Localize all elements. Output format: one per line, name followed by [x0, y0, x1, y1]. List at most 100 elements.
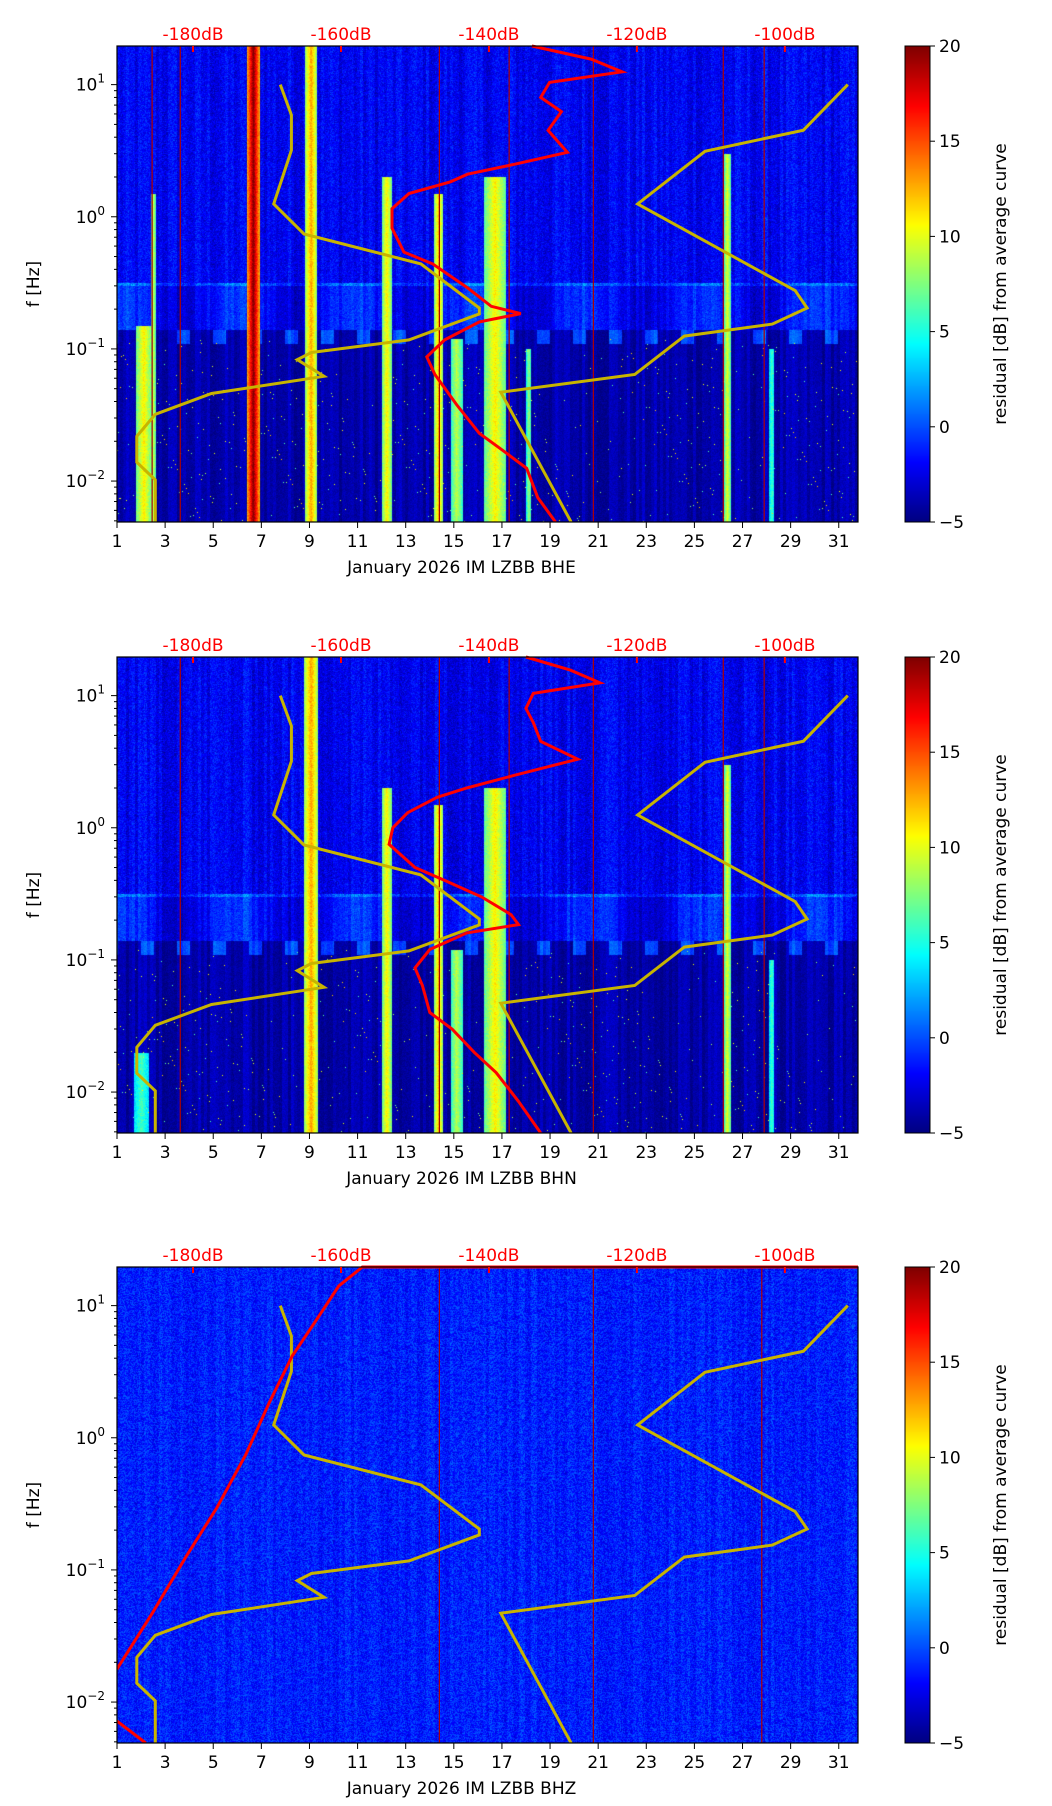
low-noise-model-curve [135, 84, 481, 522]
db-tick-label: -180dB [163, 1246, 224, 1266]
y-tick-base: 10 [76, 76, 98, 96]
plot-frame [116, 45, 859, 523]
x-tick-label: 5 [208, 1753, 219, 1773]
colorbar-frame [904, 1266, 931, 1744]
colorbar-tick-label: −5 [939, 513, 964, 533]
colorbar-tick-label: 10 [939, 838, 961, 858]
x-tick-label: 13 [395, 1753, 417, 1773]
low-noise-model-curve [135, 1305, 481, 1743]
x-tick-label: 17 [491, 532, 513, 552]
plot-frame [116, 1266, 859, 1744]
y-axis-label: f [Hz] [24, 261, 44, 307]
x-tick-label: 11 [347, 1753, 369, 1773]
colorbar-tick-label: 5 [939, 323, 950, 343]
median-psd-curve [390, 44, 628, 522]
low-noise-model-curve [135, 695, 481, 1133]
colorbar-tick-label: 15 [939, 743, 961, 763]
colorbar-tick-label: −5 [939, 1734, 964, 1754]
colorbar-tick-label: 20 [939, 1258, 961, 1278]
y-tick-exponent: −2 [87, 1689, 105, 1703]
plot-frame [116, 656, 859, 1134]
db-tick-label: -100dB [754, 636, 815, 656]
x-tick-label: 7 [256, 532, 267, 552]
colorbar-tick-label: 5 [939, 934, 950, 954]
y-tick-label: 10−1 [66, 947, 105, 971]
db-tick-label: -180dB [163, 636, 224, 656]
x-tick-label: 19 [539, 532, 561, 552]
spectrogram-bhn [117, 657, 858, 1133]
colorbar-tick-label: 15 [939, 1353, 961, 1373]
colorbar-label: residual [dB] from average curve [991, 754, 1011, 1035]
x-tick-label: 1 [112, 532, 123, 552]
y-tick-base: 10 [76, 687, 98, 707]
high-noise-model-curve [498, 1304, 849, 1743]
x-tick-label: 31 [828, 532, 850, 552]
y-axis-label: f [Hz] [24, 872, 44, 918]
x-tick-label: 5 [208, 1143, 219, 1163]
x-tick-label: 23 [635, 532, 657, 552]
y-tick-exponent: −2 [87, 1079, 105, 1093]
y-tick-label: 101 [76, 1293, 105, 1317]
db-tick-label: -100dB [754, 25, 815, 45]
x-tick-label: 29 [780, 1753, 802, 1773]
y-tick-exponent: 1 [97, 72, 105, 86]
x-axis-label: January 2026 IM LZBB BHN [345, 1169, 577, 1189]
y-tick-label: 101 [76, 72, 105, 96]
x-tick-label: 13 [395, 1143, 417, 1163]
x-tick-label: 31 [828, 1143, 850, 1163]
spectrogram-bhe [117, 46, 858, 522]
y-tick-exponent: 1 [97, 1293, 105, 1307]
y-tick-label: 10−2 [66, 468, 105, 492]
x-tick-label: 23 [635, 1753, 657, 1773]
db-tick-label: -120dB [606, 1246, 667, 1266]
x-tick-label: 19 [539, 1753, 561, 1773]
colorbar-tick-label: 5 [939, 1544, 950, 1564]
y-tick-exponent: 0 [97, 1425, 105, 1439]
x-tick-label: 1 [112, 1143, 123, 1163]
y-tick-base: 10 [76, 819, 98, 839]
x-tick-label: 25 [684, 532, 706, 552]
colorbar-tick-label: 0 [939, 1639, 950, 1659]
y-tick-label: 10−1 [66, 336, 105, 360]
y-tick-exponent: −1 [87, 336, 105, 350]
x-tick-label: 21 [587, 1753, 609, 1773]
x-axis-label: January 2026 IM LZBB BHZ [346, 1779, 577, 1799]
x-tick-label: 3 [160, 1753, 171, 1773]
db-tick-label: -160dB [310, 25, 371, 45]
colorbar-tick-label: 20 [939, 648, 961, 668]
high-noise-model-curve [498, 694, 849, 1133]
y-tick-base: 10 [66, 472, 88, 492]
y-tick-base: 10 [76, 208, 98, 228]
y-tick-base: 10 [66, 1561, 88, 1581]
x-tick-label: 15 [443, 1753, 465, 1773]
y-tick-exponent: 1 [97, 683, 105, 697]
y-tick-base: 10 [66, 1083, 88, 1103]
y-tick-base: 10 [66, 340, 88, 360]
median-psd-curve [117, 1265, 858, 1671]
y-tick-base: 10 [66, 1693, 88, 1713]
db-tick-label: -140dB [458, 636, 519, 656]
x-tick-label: 23 [635, 1143, 657, 1163]
x-tick-label: 7 [256, 1753, 267, 1773]
median-psd-curve [387, 655, 606, 1133]
y-tick-label: 10−2 [66, 1689, 105, 1713]
y-tick-label: 10−2 [66, 1079, 105, 1103]
y-tick-label: 100 [76, 204, 105, 228]
db-tick-label: -140dB [458, 1246, 519, 1266]
db-tick-label: -120dB [606, 25, 667, 45]
y-tick-exponent: 0 [97, 815, 105, 829]
y-axis-label: f [Hz] [24, 1482, 44, 1528]
x-tick-label: 27 [732, 1753, 754, 1773]
spectrogram-bhz [117, 1267, 858, 1743]
db-tick-label: -120dB [606, 636, 667, 656]
colorbar-tick-label: 10 [939, 227, 961, 247]
y-tick-exponent: 0 [97, 204, 105, 218]
db-tick-label: -160dB [310, 1246, 371, 1266]
y-tick-exponent: −1 [87, 1557, 105, 1571]
db-tick-label: -140dB [458, 25, 519, 45]
colorbar-tick-label: −5 [939, 1124, 964, 1144]
x-tick-label: 11 [347, 1143, 369, 1163]
